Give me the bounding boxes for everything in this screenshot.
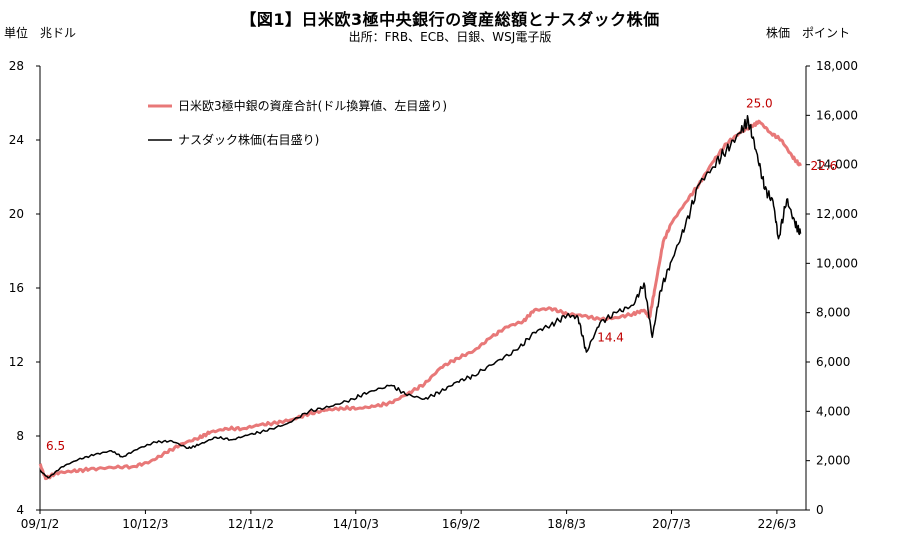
axes: 4 8 12 16 20 24 28 0 2,000 4,000 6,000 8,000 10,000 1… [9, 59, 858, 531]
annotation-label: 25.0 [746, 97, 773, 111]
annotation-label: 14.4 [597, 331, 624, 345]
x-axis-tick-label: 18/8/3 [547, 517, 586, 531]
right-axis-tick-label: 2,000 [816, 454, 850, 468]
right-axis-tick-label: 0 [816, 503, 824, 517]
chart-subtitle: 出所：FRB、ECB、日銀、WSJ電子版 [348, 30, 552, 44]
left-axis-tick-label: 28 [9, 59, 24, 73]
x-axis-tick-label: 10/12/3 [122, 517, 168, 531]
right-axis-tick-label: 10,000 [816, 256, 858, 270]
series-line-nasdaq [39, 114, 802, 479]
right-axis-unit-label: 株価 ポイント [765, 26, 850, 40]
left-axis-tick-label: 12 [9, 355, 24, 369]
x-axis-tick-label: 22/6/3 [758, 517, 797, 531]
right-axis-tick-label: 4,000 [816, 404, 850, 418]
series-line-central-bank-assets [38, 119, 802, 481]
right-axis-tick-label: 18,000 [816, 59, 858, 73]
series-group [38, 114, 802, 481]
x-axis-tick-label: 09/1/2 [21, 517, 60, 531]
left-axis-unit-label: 単位 兆ドル [4, 26, 77, 40]
x-axis-tick-label: 20/7/3 [652, 517, 691, 531]
chart-title: 【図1】日米欧3極中央銀行の資産総額とナスダック株価 [240, 10, 660, 29]
left-axis-tick-label: 8 [16, 429, 24, 443]
right-axis-tick-label: 12,000 [816, 207, 858, 221]
x-axis-tick-label: 12/11/2 [228, 517, 274, 531]
left-axis-tick-label: 24 [9, 133, 24, 147]
legend-label-central-bank-assets: 日米欧3極中銀の資産合計(ドル換算値、左目盛り) [178, 98, 447, 113]
right-axis-tick-label: 6,000 [816, 355, 850, 369]
legend: 日米欧3極中銀の資産合計(ドル換算値、左目盛り) ナスダック株価(右目盛り) [148, 98, 447, 147]
x-axis-tick-label: 14/10/3 [333, 517, 379, 531]
legend-label-nasdaq: ナスダック株価(右目盛り) [178, 132, 319, 147]
x-axis-tick-label: 16/9/2 [442, 517, 481, 531]
left-axis-tick-label: 16 [9, 281, 24, 295]
right-axis-tick-label: 8,000 [816, 306, 850, 320]
annotation-label: 6.5 [46, 439, 65, 453]
annotation-label: 22.6 [811, 159, 838, 173]
left-axis-tick-label: 20 [9, 207, 24, 221]
left-axis-tick-label: 4 [16, 503, 24, 517]
annotations: 6.5 25.0 22.6 14.4 [46, 97, 837, 453]
right-axis-tick-label: 16,000 [816, 108, 858, 122]
right-axis-tick-label: 14,000 [816, 158, 858, 172]
